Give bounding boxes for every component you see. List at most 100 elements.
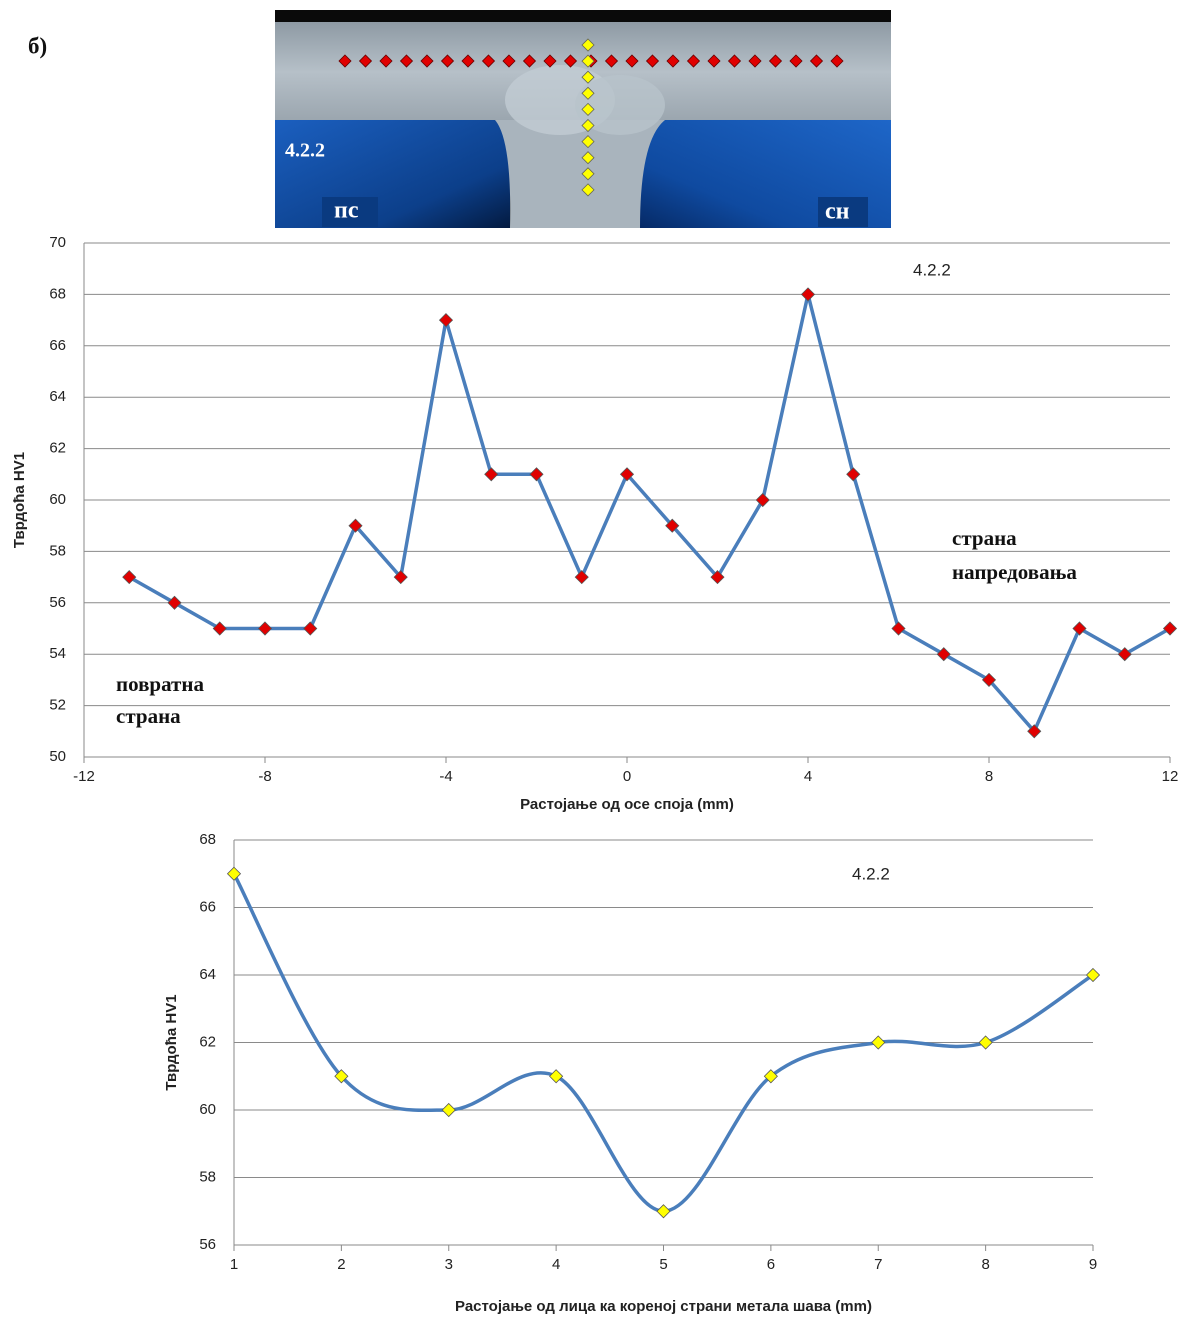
point-marker xyxy=(619,467,635,482)
x-tick-label: 6 xyxy=(767,1256,775,1273)
panel-label: б) xyxy=(28,33,47,58)
point-marker xyxy=(438,313,454,328)
point-marker xyxy=(441,1102,456,1118)
point-marker xyxy=(393,570,408,585)
photo-point xyxy=(522,54,537,68)
point-marker xyxy=(257,621,273,636)
point-marker xyxy=(348,518,363,533)
y-tick-label: 52 xyxy=(49,697,66,714)
annotation: 4.2.2 xyxy=(913,260,951,279)
photo-label-box xyxy=(322,197,378,227)
x-tick-label: 8 xyxy=(981,1256,989,1273)
point-marker xyxy=(846,467,861,482)
x-tick-label: 0 xyxy=(623,768,631,785)
y-tick-label: 58 xyxy=(199,1168,216,1185)
photo-point xyxy=(686,54,701,68)
y-tick-label: 62 xyxy=(49,440,66,457)
x-tick-label: 2 xyxy=(337,1256,345,1273)
point-marker xyxy=(212,621,227,636)
photo-bg xyxy=(275,120,510,228)
x-tick-label: 4 xyxy=(804,768,812,785)
annotation: страна xyxy=(116,704,181,728)
y-tick-label: 54 xyxy=(49,645,66,662)
y-tick-label: 68 xyxy=(199,831,216,848)
y-tick-label: 70 xyxy=(49,234,66,251)
point-marker xyxy=(755,492,770,508)
x-tick-label: 4 xyxy=(552,1256,560,1273)
point-marker xyxy=(710,570,725,585)
photo: 4.2.2 пс сн xyxy=(275,10,891,228)
x-tick-label: 3 xyxy=(445,1256,453,1273)
photo-point xyxy=(581,54,595,68)
photo-point xyxy=(727,54,742,68)
photo-label: пс xyxy=(334,198,359,224)
photo-point xyxy=(502,54,516,68)
photo-point xyxy=(809,54,824,68)
photo-point xyxy=(338,54,352,68)
photo-point xyxy=(581,70,595,84)
point-marker xyxy=(1117,647,1132,662)
point-marker xyxy=(334,1069,349,1084)
y-tick-label: 66 xyxy=(49,337,66,354)
y-tick-label: 56 xyxy=(49,594,66,611)
photo-point xyxy=(581,151,595,165)
y-tick-label: 50 xyxy=(49,748,66,765)
photo-point xyxy=(768,54,783,68)
photo-point xyxy=(399,54,414,68)
photo-point xyxy=(581,167,595,181)
series-line xyxy=(128,292,1171,734)
photo-point xyxy=(379,54,393,68)
y-axis-title: Тврдоћа HV1 xyxy=(11,452,28,548)
photo-point xyxy=(358,54,373,68)
photo-point xyxy=(581,118,595,133)
point-marker xyxy=(226,866,242,881)
photo-point xyxy=(581,102,595,116)
photo-point xyxy=(645,54,660,68)
y-tick-label: 64 xyxy=(199,966,216,983)
x-tick-label: 1 xyxy=(230,1256,238,1273)
x-axis-title: Растојање од лица ка кореној страни мета… xyxy=(455,1298,872,1315)
photo-point xyxy=(830,54,844,68)
y-tick-label: 68 xyxy=(49,285,66,302)
x-axis-title: Растојање од осе споја (mm) xyxy=(520,796,734,813)
series-line xyxy=(232,872,1094,1213)
photo-point xyxy=(581,183,595,197)
point-marker xyxy=(574,570,589,585)
point-marker xyxy=(981,672,997,687)
x-tick-label: -8 xyxy=(258,768,271,785)
x-tick-label: 5 xyxy=(659,1256,667,1273)
point-marker xyxy=(656,1204,671,1219)
annotation: страна xyxy=(952,526,1017,550)
photo-web xyxy=(495,120,665,228)
point-marker xyxy=(303,621,318,636)
point-marker xyxy=(529,467,544,482)
photo-nugget xyxy=(575,75,665,135)
point-marker xyxy=(936,647,951,662)
photo-label: 4.2.2 xyxy=(285,140,325,162)
photo-point xyxy=(666,54,680,68)
x-tick-label: 7 xyxy=(874,1256,882,1273)
point-marker xyxy=(978,1035,993,1050)
photo-point xyxy=(748,54,762,68)
x-tick-label: 8 xyxy=(985,768,993,785)
annotation: повратна xyxy=(116,672,204,696)
y-tick-label: 66 xyxy=(199,898,216,915)
point-marker xyxy=(549,1069,564,1084)
point-marker xyxy=(665,518,680,533)
x-tick-label: -12 xyxy=(73,768,95,785)
photo-point xyxy=(543,54,557,68)
x-tick-label: -4 xyxy=(439,768,452,785)
photo-label: сн xyxy=(825,199,850,225)
point-marker xyxy=(1162,621,1178,636)
photo-point xyxy=(481,54,496,68)
point-marker xyxy=(122,570,137,585)
x-tick-label: 12 xyxy=(1162,768,1179,785)
point-marker xyxy=(167,595,182,610)
point-marker xyxy=(891,621,906,636)
x-tick-label: 9 xyxy=(1089,1256,1097,1273)
annotation: напредовања xyxy=(952,560,1077,584)
y-tick-label: 60 xyxy=(49,491,66,508)
photo-point xyxy=(440,54,455,68)
y-tick-label: 60 xyxy=(199,1101,216,1118)
photo-point xyxy=(789,54,803,68)
